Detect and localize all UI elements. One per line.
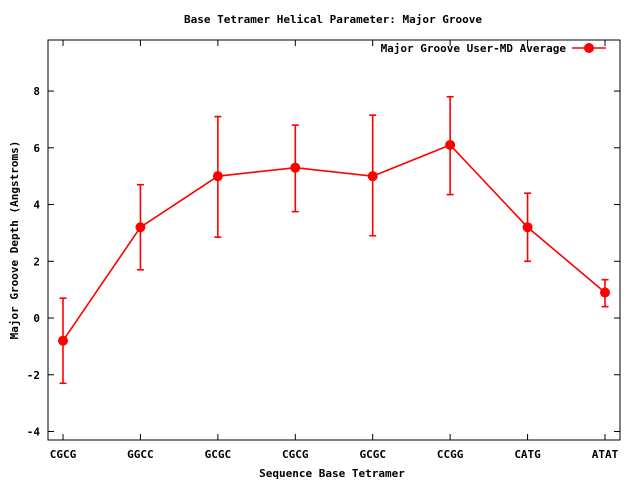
plot-area: -4 -2 0 2 4 6 8 CGCG GGCC GCGC CGCG GCGC CCGG CATG ATA… xyxy=(27,39,621,461)
chart-title: Base Tetramer Helical Parameter: Major G… xyxy=(184,13,482,26)
legend-label: Major Groove User-MD Average xyxy=(381,42,567,55)
legend: Major Groove User-MD Average xyxy=(381,42,606,55)
data-point xyxy=(135,222,146,233)
x-tick-label: ATAT xyxy=(592,448,619,461)
plot-frame xyxy=(47,39,621,441)
y-tick-label: 6 xyxy=(33,142,40,155)
data-point xyxy=(522,222,533,233)
x-tick-label: GGCC xyxy=(127,448,154,461)
y-axis-label: Major Groove Depth (Angstroms) xyxy=(8,141,21,340)
x-tick-label: CCGG xyxy=(437,448,464,461)
data-point xyxy=(600,287,610,298)
data-point xyxy=(367,171,378,182)
data-point xyxy=(58,335,68,346)
x-tick-label: GCGC xyxy=(359,448,386,461)
y-tick-label: -2 xyxy=(27,369,40,382)
series-line xyxy=(62,144,606,342)
x-tick-label: CGCG xyxy=(50,448,77,461)
y-tick-label: -4 xyxy=(27,425,41,438)
y-tick-label: 4 xyxy=(33,199,40,212)
x-tick-label: CGCG xyxy=(282,448,309,461)
data-point xyxy=(445,139,456,150)
y-tick-label: 0 xyxy=(33,312,40,325)
x-tick-label: GCGC xyxy=(205,448,232,461)
y-tick-label: 2 xyxy=(33,255,40,268)
x-axis-label: Sequence Base Tetramer xyxy=(259,467,405,480)
data-point xyxy=(290,162,301,173)
data-point xyxy=(212,171,223,182)
y-tick-label: 8 xyxy=(33,85,40,98)
x-tick-label: CATG xyxy=(514,448,541,461)
legend-marker xyxy=(584,43,594,53)
